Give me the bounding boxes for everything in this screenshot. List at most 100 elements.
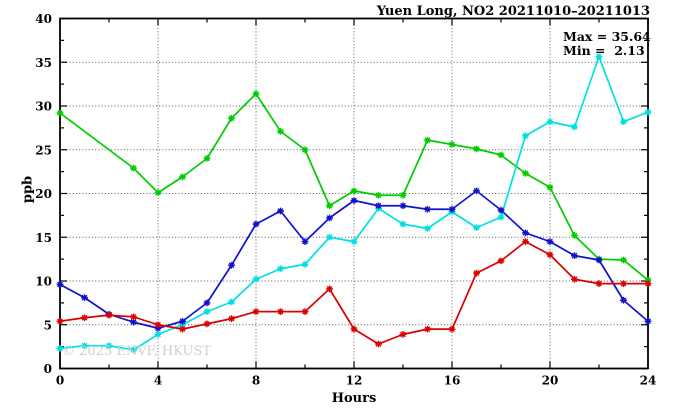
marker-cyan-day bbox=[620, 118, 627, 126]
marker-green-day bbox=[179, 173, 186, 181]
marker-red-day bbox=[203, 320, 211, 328]
x-tick-labels: 0 4 8 12 16 20 24 bbox=[56, 374, 657, 388]
marker-blue-day bbox=[130, 318, 137, 326]
marker-green-day bbox=[424, 136, 431, 144]
marker-cyan-day bbox=[130, 346, 137, 354]
marker-cyan-day bbox=[497, 213, 505, 221]
marker-blue-day bbox=[424, 205, 431, 213]
marker-red-day bbox=[399, 330, 407, 338]
max-min-readout: Max = 35.64 Min = 2.13 bbox=[563, 30, 651, 58]
marker-blue-day bbox=[399, 202, 407, 210]
marker-cyan-day bbox=[252, 275, 260, 283]
marker-red-day bbox=[252, 308, 260, 316]
marker-green-day bbox=[228, 114, 235, 122]
marker-blue-day bbox=[179, 317, 186, 325]
marker-green-day bbox=[277, 127, 284, 135]
min-value-label: Min = 2.13 bbox=[563, 43, 645, 58]
svg-text:35: 35 bbox=[35, 56, 52, 70]
marker-cyan-day bbox=[105, 342, 113, 350]
svg-text:4: 4 bbox=[154, 374, 162, 388]
marker-green-day bbox=[644, 276, 652, 284]
marker-red-day bbox=[595, 280, 603, 288]
marker-red-day bbox=[154, 321, 162, 329]
marker-cyan-day bbox=[350, 238, 358, 246]
marker-green-day bbox=[546, 183, 554, 191]
y-tick-labels: 0 5 10 15 20 25 30 35 40 bbox=[35, 12, 52, 376]
marker-green-day bbox=[350, 187, 358, 195]
svg-text:24: 24 bbox=[640, 374, 657, 388]
marker-blue-day bbox=[326, 214, 333, 222]
svg-text:40: 40 bbox=[35, 12, 52, 26]
marker-red-day bbox=[620, 280, 627, 288]
series-red-day bbox=[56, 238, 652, 348]
marker-blue-day bbox=[81, 294, 88, 302]
marker-blue-day bbox=[546, 238, 554, 246]
marker-blue-day bbox=[571, 252, 578, 260]
marker-cyan-day bbox=[571, 123, 578, 131]
marker-red-day bbox=[228, 315, 235, 323]
x-axis-title: Hours bbox=[331, 391, 377, 406]
marker-red-day bbox=[644, 280, 652, 288]
watermark-text: © 2025 ENVF, HKUST bbox=[62, 344, 211, 359]
marker-red-day bbox=[179, 325, 186, 333]
series-green-day bbox=[56, 90, 652, 284]
marker-green-day bbox=[497, 151, 505, 159]
chart-title: Yuen Long, NO2 20211010–20211013 bbox=[376, 4, 650, 19]
y-axis-title: ppb bbox=[20, 175, 36, 204]
marker-blue-day bbox=[620, 296, 627, 304]
marker-green-day bbox=[203, 155, 211, 162]
svg-text:30: 30 bbox=[35, 100, 52, 114]
marker-blue-day bbox=[228, 261, 235, 269]
marker-green-day bbox=[252, 90, 260, 98]
marker-blue-day bbox=[473, 187, 480, 195]
svg-text:0: 0 bbox=[44, 362, 52, 376]
marker-red-day bbox=[56, 317, 64, 325]
marker-red-day bbox=[350, 325, 358, 333]
max-value-label: Max = 35.64 bbox=[563, 29, 651, 44]
marker-blue-day bbox=[56, 281, 64, 288]
svg-text:20: 20 bbox=[542, 374, 559, 388]
marker-red-day bbox=[105, 311, 113, 319]
marker-red-day bbox=[130, 313, 137, 321]
marker-red-day bbox=[424, 325, 431, 333]
svg-text:5: 5 bbox=[44, 318, 52, 332]
marker-red-day bbox=[301, 308, 309, 316]
marker-green-day bbox=[154, 189, 162, 197]
marker-red-day bbox=[522, 238, 529, 246]
marker-red-day bbox=[277, 308, 284, 316]
marker-cyan-day bbox=[595, 53, 603, 61]
svg-text:20: 20 bbox=[35, 187, 52, 201]
marker-cyan-day bbox=[228, 298, 235, 306]
marker-green-day bbox=[571, 232, 578, 239]
marker-cyan-day bbox=[399, 220, 407, 228]
marker-cyan-day bbox=[301, 260, 309, 268]
marker-green-day bbox=[448, 141, 456, 148]
marker-cyan-day bbox=[81, 342, 88, 350]
svg-text:15: 15 bbox=[35, 231, 52, 245]
marker-blue-day bbox=[644, 317, 652, 325]
marker-blue-day bbox=[448, 205, 456, 213]
marker-blue-day bbox=[277, 207, 284, 215]
marker-cyan-day bbox=[154, 330, 162, 338]
marker-blue-day bbox=[154, 324, 162, 332]
plot-frame bbox=[59, 17, 649, 370]
gridlines bbox=[60, 18, 648, 369]
marker-cyan-day bbox=[473, 224, 480, 232]
marker-green-day bbox=[473, 145, 480, 153]
marker-red-day bbox=[546, 251, 554, 259]
marker-cyan-day bbox=[522, 132, 529, 140]
marker-blue-day bbox=[350, 197, 358, 204]
marker-blue-day bbox=[497, 206, 505, 214]
series-cyan-day bbox=[56, 53, 652, 354]
marker-red-day bbox=[571, 275, 578, 283]
marker-green-day bbox=[522, 169, 529, 177]
marker-blue-day bbox=[595, 256, 603, 264]
svg-text:10: 10 bbox=[35, 275, 52, 289]
svg-text:8: 8 bbox=[252, 374, 260, 388]
marker-cyan-day bbox=[277, 265, 284, 273]
marker-green-day bbox=[301, 146, 309, 154]
svg-text:16: 16 bbox=[444, 374, 461, 388]
marker-green-day bbox=[130, 164, 137, 172]
